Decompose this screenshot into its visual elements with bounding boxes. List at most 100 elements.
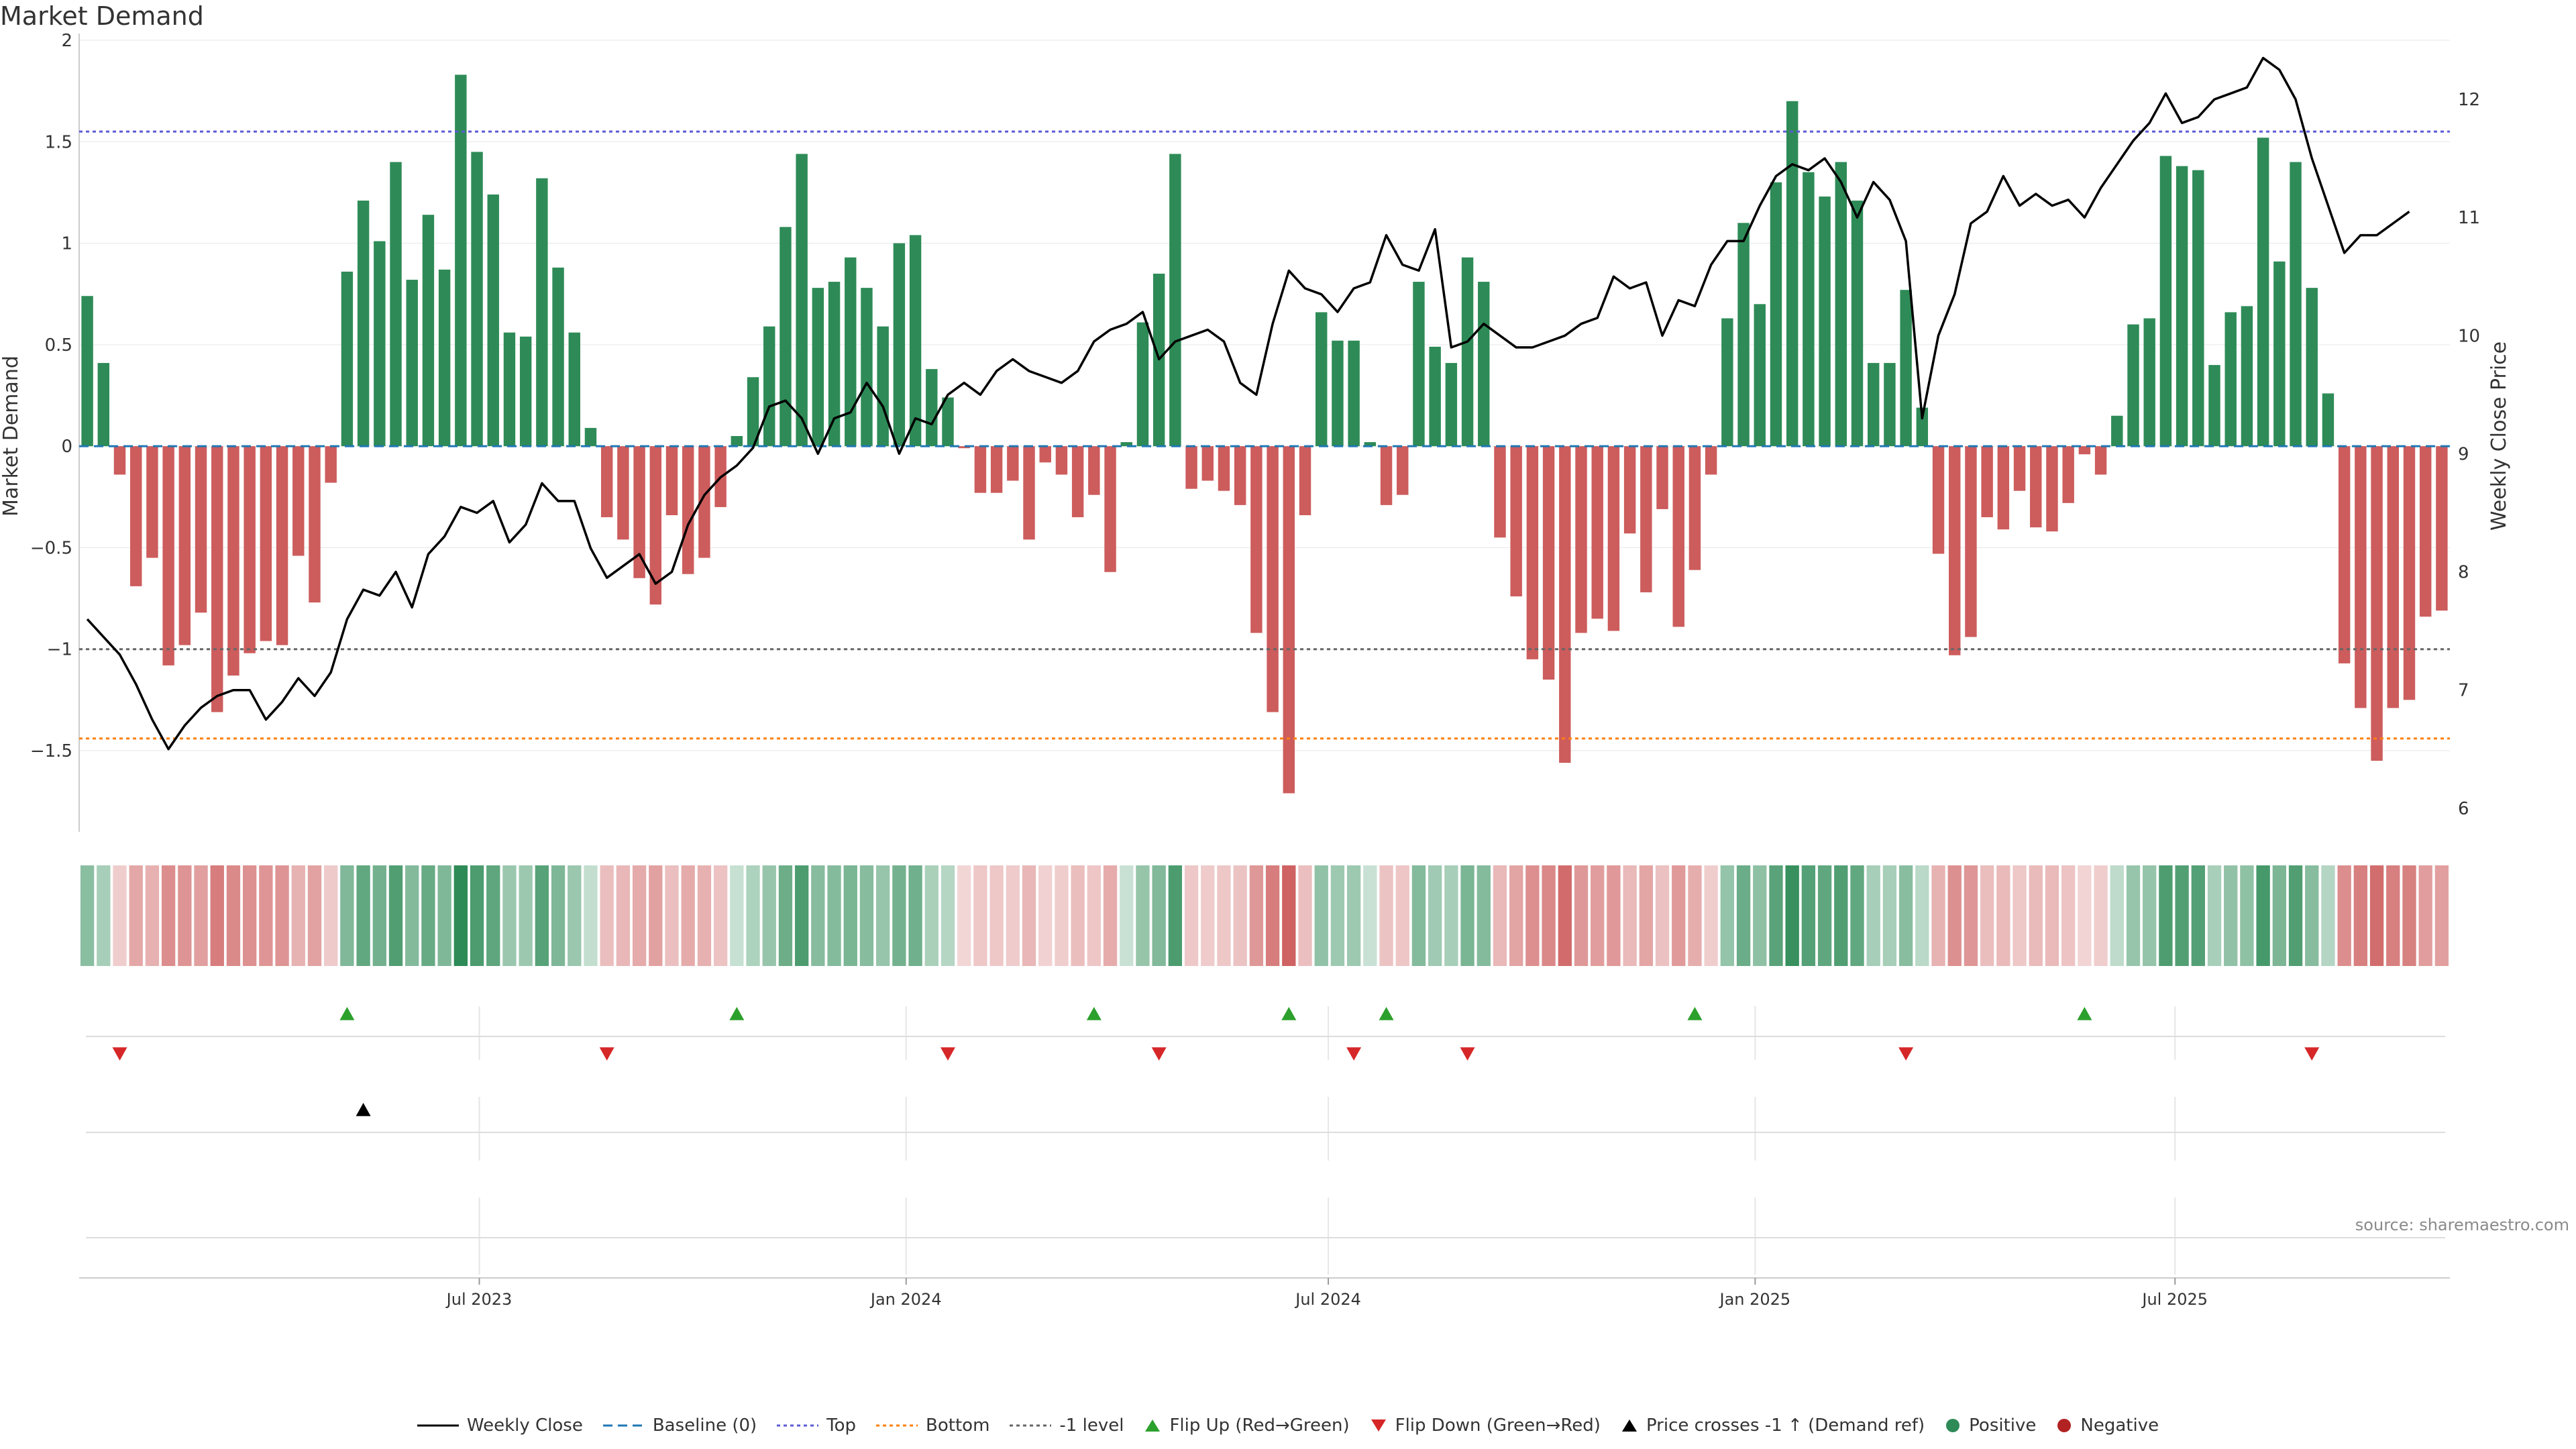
- demand-bar: [2322, 393, 2334, 447]
- legend-label: Weekly Close: [466, 1415, 583, 1436]
- demand-bar: [1656, 446, 1668, 509]
- demand-bar: [455, 74, 467, 447]
- flip-up-marker: [1687, 1007, 1703, 1020]
- heat-cell: [794, 865, 809, 966]
- heat-cell: [1607, 865, 1621, 966]
- flip-up-marker: [1379, 1007, 1394, 1020]
- demand-bar: [1721, 318, 1733, 447]
- demand-bar: [747, 377, 759, 447]
- demand-bar: [1542, 446, 1555, 680]
- heat-cell: [178, 865, 192, 966]
- y2-axis-title: Weekly Close Price: [2487, 341, 2511, 531]
- demand-bar: [1770, 182, 1782, 447]
- dotted-line-icon: [1010, 1419, 1052, 1432]
- heat-cell: [1817, 865, 1832, 966]
- demand-bar: [1380, 446, 1393, 505]
- demand-bar: [2176, 166, 2188, 447]
- heat-cell: [210, 865, 224, 966]
- heat-cell: [989, 865, 1004, 966]
- demand-bar: [1250, 446, 1263, 633]
- demand-bar: [1007, 446, 1019, 481]
- demand-bar: [1900, 290, 1912, 447]
- heat-cell: [713, 865, 728, 966]
- y2-tick-label: 8: [2458, 563, 2469, 583]
- heat-cell: [291, 865, 305, 966]
- heat-cell: [2126, 865, 2141, 966]
- triangle-up-icon: [1621, 1418, 1638, 1433]
- heat-cell: [1915, 865, 1929, 966]
- heat-cell: [437, 865, 451, 966]
- heat-cell: [730, 865, 744, 966]
- demand-bar: [1981, 446, 1993, 518]
- heat-cell: [1346, 865, 1361, 966]
- demand-bar: [244, 446, 256, 653]
- heat-cell: [470, 865, 484, 966]
- heat-cell: [242, 865, 257, 966]
- heat-cell: [811, 865, 825, 966]
- heat-cell: [1785, 865, 1799, 966]
- demand-bar: [97, 363, 110, 447]
- heat-cell: [1898, 865, 1913, 966]
- heat-cell: [1882, 865, 1897, 966]
- heat-cell: [388, 865, 403, 966]
- heat-cell: [1574, 865, 1589, 966]
- heat-cell: [600, 865, 614, 966]
- demand-bar: [2046, 446, 2058, 532]
- y2-tick-label: 6: [2458, 799, 2469, 819]
- y-tick-label: −1: [47, 640, 72, 660]
- demand-bar: [1445, 363, 1458, 447]
- source-credit: source: sharemaestro.com: [2355, 1216, 2569, 1234]
- demand-bar: [390, 162, 402, 447]
- demand-bar: [341, 271, 354, 447]
- y2-tick-label: 10: [2458, 326, 2480, 346]
- demand-bar: [1088, 446, 1100, 495]
- demand-bar: [1559, 446, 1571, 763]
- heat-cell: [259, 865, 273, 966]
- heat-cell: [616, 865, 631, 966]
- heat-cell: [2353, 865, 2368, 966]
- demand-bar: [1916, 407, 1929, 447]
- demand-bar: [1737, 223, 1750, 447]
- y2-tick-label: 11: [2458, 208, 2480, 228]
- heat-cell: [1136, 865, 1150, 966]
- demand-bar: [1364, 442, 1377, 447]
- demand-bar: [584, 427, 597, 447]
- heat-cell: [1947, 865, 1962, 966]
- demand-bar: [1623, 446, 1636, 534]
- legend-label: Baseline (0): [652, 1415, 757, 1436]
- heat-cell: [519, 865, 533, 966]
- heat-cell: [2272, 865, 2287, 966]
- demand-bar: [1185, 446, 1197, 489]
- demand-bar: [1413, 282, 1425, 447]
- demand-bar: [1575, 446, 1587, 633]
- demand-bar: [763, 326, 775, 447]
- heat-cell: [226, 865, 241, 966]
- heat-cell: [632, 865, 647, 966]
- heat-cell: [340, 865, 354, 966]
- legend-item-negative: Negative: [2056, 1415, 2159, 1436]
- demand-bar: [471, 152, 483, 447]
- demand-bar: [162, 446, 174, 665]
- demand-bar: [1201, 446, 1214, 481]
- flip-up-marker: [1086, 1007, 1102, 1020]
- heat-cell: [275, 865, 289, 966]
- heat-cell: [876, 865, 890, 966]
- legend-item-flip-up: Flip Up (Red→Green): [1144, 1415, 1350, 1436]
- demand-bar: [195, 446, 207, 613]
- demand-bar: [1104, 446, 1116, 572]
- demand-bar: [600, 446, 613, 518]
- demand-bar: [1786, 101, 1799, 447]
- heat-cell: [2337, 865, 2351, 966]
- demand-bar: [1218, 446, 1230, 491]
- demand-bar: [1283, 446, 1295, 794]
- x-tick-label: Jul 2025: [2141, 1290, 2208, 1309]
- flip-down-marker: [1151, 1047, 1167, 1061]
- heat-cell: [1688, 865, 1702, 966]
- demand-bar: [796, 154, 808, 447]
- demand-bar: [877, 326, 889, 447]
- demand-bar: [1949, 446, 1961, 655]
- demand-bar: [1039, 446, 1051, 463]
- demand-bar: [1884, 363, 1896, 447]
- y-tick-label: 2: [61, 31, 72, 51]
- heat-cell: [2061, 865, 2076, 966]
